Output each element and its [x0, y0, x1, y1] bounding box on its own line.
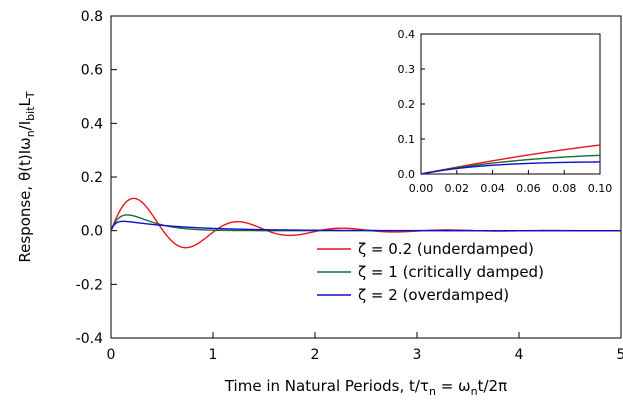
y-tick-label: 0.6 — [81, 63, 103, 79]
main-ticks: 0 1 2 3 4 5 -0.4 -0.2 0.0 0.2 0.4 0.6 0.8 — [76, 9, 623, 363]
series-line-2 — [110, 220, 621, 232]
x-tick-label: 2 — [311, 347, 320, 363]
inset-background — [356, 18, 620, 216]
x-tick-label: 3 — [413, 347, 422, 363]
main-series-lines — [110, 197, 622, 249]
inset-x-tick-label: 0.08 — [552, 182, 577, 195]
inset-y-tick-label: 0.2 — [398, 98, 416, 111]
y-tick-label: -0.2 — [76, 277, 103, 293]
x-tick-label: 5 — [617, 347, 623, 363]
legend-label: ζ = 1 (critically damped) — [358, 263, 544, 281]
series-line-1 — [110, 214, 621, 232]
y-tick-label: -0.4 — [76, 331, 103, 347]
inset-y-tick-label: 0.4 — [398, 28, 416, 41]
y-tick-label: 0.0 — [81, 224, 103, 240]
inset-x-tick-label: 0.04 — [480, 182, 505, 195]
x-tick-label: 4 — [515, 347, 524, 363]
legend-label: ζ = 0.2 (underdamped) — [358, 240, 534, 258]
inset-x-tick-label: 0.00 — [409, 182, 434, 195]
legend: ζ = 0.2 (underdamped) ζ = 1 (critically d… — [312, 236, 618, 316]
inset-y-tick-label: 0.1 — [398, 133, 416, 146]
inset-y-tick-label: 0.0 — [398, 168, 416, 181]
inset-y-tick-label: 0.3 — [398, 63, 416, 76]
x-tick-label: 1 — [209, 347, 218, 363]
inset-series-line-2 — [420, 161, 601, 175]
inset-x-tick-label: 0.06 — [516, 182, 541, 195]
x-tick-label: 0 — [107, 347, 116, 363]
x-axis-label: Time in Natural Periods, t/τn = ωnt/2π — [224, 377, 507, 398]
inset-x-tick-label: 0.02 — [445, 182, 470, 195]
y-axis-label: Response, θ(t)Iωn/IbitLT — [16, 91, 37, 263]
y-tick-label: 0.4 — [81, 116, 103, 132]
y-tick-label: 0.8 — [81, 9, 103, 25]
inset-series-lines — [420, 144, 601, 175]
legend-label: ζ = 2 (overdamped) — [358, 286, 509, 304]
inset-ticks: 0.00 0.02 0.04 0.06 0.08 0.10 0.0 0.1 0.2 0.3 0.4 — [398, 28, 613, 195]
legend-background — [312, 236, 618, 316]
inset-x-tick-label: 0.10 — [588, 182, 613, 195]
y-tick-label: 0.2 — [81, 170, 103, 186]
